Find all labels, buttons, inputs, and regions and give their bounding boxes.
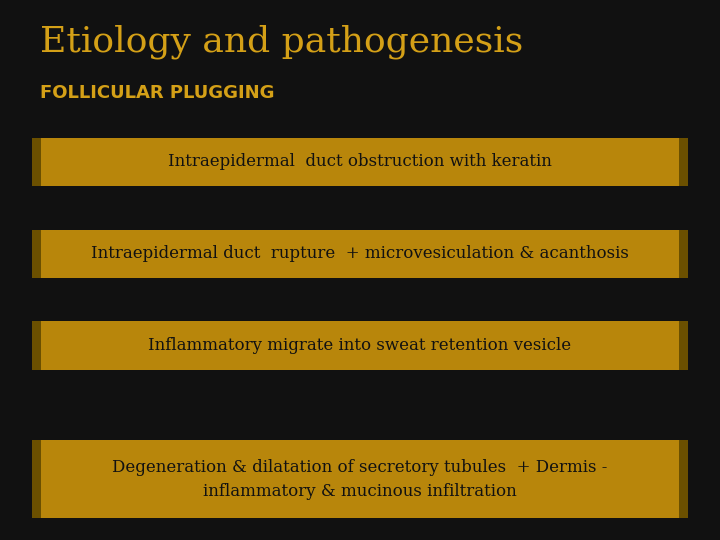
Bar — [679, 230, 688, 278]
Text: Etiology and pathogenesis: Etiology and pathogenesis — [40, 24, 523, 59]
Bar — [679, 440, 688, 518]
Text: Intraepidermal  duct obstruction with keratin: Intraepidermal duct obstruction with ker… — [168, 153, 552, 171]
Bar — [32, 230, 41, 278]
Text: Inflammatory migrate into sweat retention vesicle: Inflammatory migrate into sweat retentio… — [148, 337, 572, 354]
FancyBboxPatch shape — [32, 321, 688, 370]
Text: FOLLICULAR PLUGGING: FOLLICULAR PLUGGING — [40, 84, 274, 102]
Bar — [679, 321, 688, 370]
Bar — [679, 138, 688, 186]
Bar — [32, 138, 41, 186]
Text: Degeneration & dilatation of secretory tubules  + Dermis -
inflammatory & mucino: Degeneration & dilatation of secretory t… — [112, 459, 608, 500]
Text: Intraepidermal duct  rupture  + microvesiculation & acanthosis: Intraepidermal duct rupture + microvesic… — [91, 245, 629, 262]
Bar — [32, 440, 41, 518]
FancyBboxPatch shape — [32, 440, 688, 518]
FancyBboxPatch shape — [32, 230, 688, 278]
FancyBboxPatch shape — [32, 138, 688, 186]
Bar — [32, 321, 41, 370]
